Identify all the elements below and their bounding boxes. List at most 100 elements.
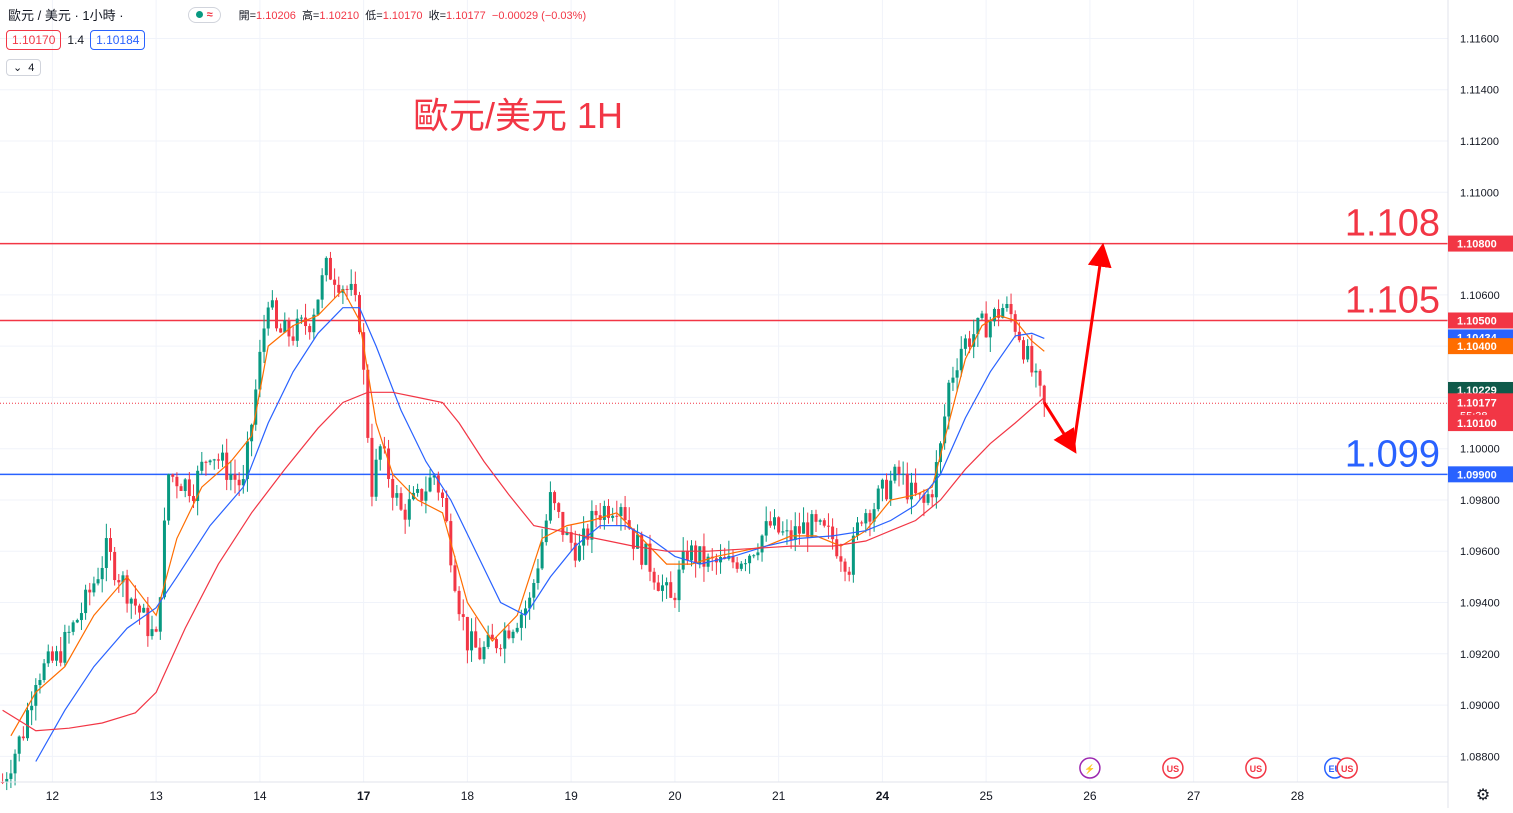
candle-body xyxy=(532,583,536,598)
candle-body xyxy=(905,473,909,500)
candle-body xyxy=(731,555,735,563)
candle-body xyxy=(79,613,83,621)
candle-body xyxy=(810,514,814,538)
candle-body xyxy=(897,466,901,475)
time-tick: 19 xyxy=(564,789,578,803)
candle-body xyxy=(889,480,893,500)
candle-body xyxy=(984,313,988,338)
close-label: 收= xyxy=(428,9,447,22)
market-status-pill[interactable]: ≈ xyxy=(187,6,221,23)
candle-body xyxy=(785,530,789,532)
candle-body xyxy=(146,607,150,637)
candle-body xyxy=(482,646,486,660)
candle-body xyxy=(312,314,316,333)
spread-value: 1.4 xyxy=(67,33,85,47)
time-tick: 25 xyxy=(979,789,993,803)
symbol-title[interactable]: 歐元 / 美元 · 1小時 · xyxy=(8,8,124,23)
candle-body xyxy=(1001,308,1005,318)
ma-fast-badge-text: 1.10400 xyxy=(1457,341,1497,353)
chevron-down-icon: ⌄ xyxy=(13,62,23,74)
candle-body xyxy=(21,736,25,739)
candle-body xyxy=(183,479,187,491)
price-axis[interactable]: 1.11600 1.11400 1.11200 1.11000 1.10800 1.106… xyxy=(1447,0,1513,808)
candle-body xyxy=(885,479,889,500)
candle-body xyxy=(528,597,532,609)
candle-body xyxy=(432,475,436,478)
candle-body xyxy=(96,579,100,584)
candle-body xyxy=(760,535,764,553)
candle-body xyxy=(901,473,905,475)
candle-body xyxy=(328,257,332,280)
candle-body xyxy=(63,631,67,663)
candle-body xyxy=(768,521,772,526)
up-arrow xyxy=(1071,242,1112,449)
candle-body xyxy=(864,513,868,524)
us-flag-event-icon-3-glyph: US xyxy=(1341,764,1354,774)
buy-button[interactable]: 1.10184 xyxy=(90,30,146,50)
candle-body xyxy=(582,528,586,546)
candle-body xyxy=(395,493,399,498)
support-1-badge xyxy=(1448,466,1513,483)
candle-body xyxy=(353,283,357,296)
grid xyxy=(0,0,1448,782)
candle-body xyxy=(752,555,756,557)
lightning-event-icon[interactable] xyxy=(1079,757,1101,779)
time-axis[interactable]: 12 13 14 17 18 19 20 21 24 25 26 27 28 ⚙ xyxy=(0,781,1490,804)
gear-icon[interactable]: ⚙ xyxy=(1476,787,1490,804)
sell-button[interactable]: 1.10170 xyxy=(6,30,62,50)
candle-body xyxy=(615,515,619,517)
candle-body xyxy=(187,479,191,497)
us-flag-event-icon-2[interactable] xyxy=(1245,757,1267,779)
candle-body xyxy=(378,446,382,460)
event-icons: ⚡ US US EU US xyxy=(1079,757,1358,779)
us-flag-event-icon-3[interactable] xyxy=(1336,757,1358,779)
resistance-1-label: 1.108 xyxy=(1345,203,1440,245)
candle-body xyxy=(34,685,38,706)
close-value: 1.10177 xyxy=(446,9,486,22)
candle-body xyxy=(279,328,283,333)
candle-body xyxy=(38,680,42,686)
candle-body xyxy=(802,522,806,534)
indicators-toggle[interactable]: ⌄ 4 xyxy=(6,59,42,76)
candle-body xyxy=(1005,303,1009,309)
candle-body xyxy=(304,317,308,327)
ma-fast-line xyxy=(10,288,1045,737)
time-tick: 21 xyxy=(772,789,786,803)
candle-body xyxy=(619,507,623,517)
candle-body xyxy=(524,608,527,615)
candle-body xyxy=(275,300,278,329)
candle-body xyxy=(764,521,768,536)
candle-body xyxy=(1042,385,1046,404)
candle-body xyxy=(399,493,403,510)
candle-body xyxy=(262,328,266,352)
candle-body xyxy=(241,479,245,486)
candle-body xyxy=(876,488,880,510)
candle-body xyxy=(428,477,432,492)
candle-body xyxy=(590,510,594,540)
open-value: 1.10206 xyxy=(256,9,296,22)
candle-body xyxy=(930,494,934,498)
candle-body xyxy=(474,631,478,648)
candle-body xyxy=(490,634,494,640)
time-tick: 20 xyxy=(668,789,682,803)
price-tick: 1.09600 xyxy=(1460,546,1500,558)
candle-body xyxy=(133,598,137,606)
candle-body xyxy=(644,543,648,565)
candle-body xyxy=(914,482,918,494)
candle-body xyxy=(756,552,760,556)
candle-body xyxy=(1038,370,1042,386)
symbol-legend: 歐元 / 美元 · 1小時 · ≈ 開=1.10206 高=1.10210 低=… xyxy=(8,5,586,24)
candle-body xyxy=(681,550,685,570)
candle-body xyxy=(129,598,133,604)
candle-body xyxy=(13,753,17,774)
candle-body xyxy=(822,520,826,526)
candle-body xyxy=(457,590,461,615)
candle-body xyxy=(843,561,847,572)
candle-body xyxy=(345,288,349,290)
us-flag-event-icon-1[interactable] xyxy=(1162,757,1184,779)
wave-icon: ≈ xyxy=(206,8,213,21)
candle-body xyxy=(943,416,947,444)
candle-body xyxy=(204,461,208,463)
